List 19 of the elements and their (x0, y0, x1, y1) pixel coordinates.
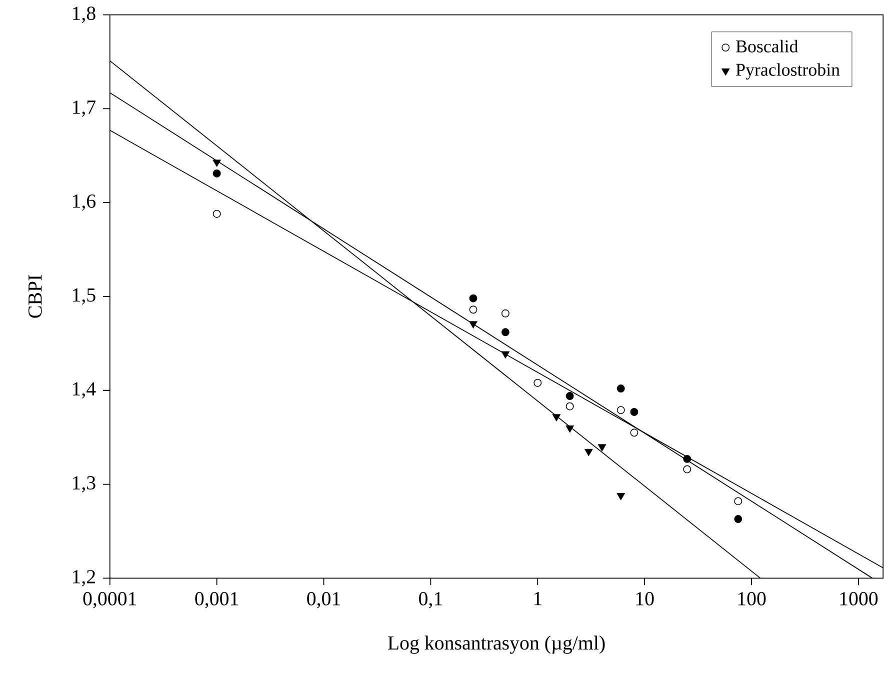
x-tick-label: 0,1 (419, 592, 442, 608)
legend-label: Boscalid (736, 40, 798, 52)
x-tick-label: 0,01 (307, 592, 340, 608)
y-tick-label: 1,2 (72, 570, 95, 586)
y-tick-label: 1,5 (72, 288, 96, 305)
x-tick-label: 0,0001 (83, 592, 136, 608)
x-axis-title: Log konsantrasyon (µg/ml) (388, 636, 605, 654)
legend-label: Pyraclostrobin (736, 63, 840, 80)
y-tick-label: 1,7 (72, 100, 96, 117)
y-axis-title: CBPI (28, 275, 42, 318)
y-tick-label: 1,8 (72, 6, 96, 23)
x-tick-label: 10 (636, 592, 654, 606)
x-tick-label: 1000 (840, 592, 878, 606)
y-tick-label: 1,4 (72, 382, 96, 398)
x-tick-label: 1 (534, 592, 542, 606)
y-tick-label: 1,3 (72, 476, 96, 492)
x-tick-label: 100 (738, 592, 766, 606)
x-tick-label: 0,001 (195, 592, 238, 608)
y-tick-label: 1,6 (72, 194, 96, 211)
